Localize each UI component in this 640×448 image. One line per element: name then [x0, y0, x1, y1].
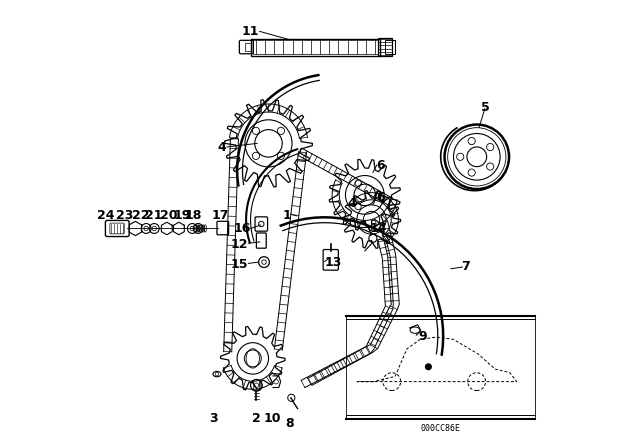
Text: 7: 7 [461, 260, 470, 273]
Text: 17: 17 [212, 208, 229, 222]
Circle shape [426, 364, 431, 370]
Text: 8: 8 [285, 417, 294, 430]
Text: 12: 12 [231, 237, 248, 251]
Text: 9: 9 [419, 329, 427, 343]
Text: 4: 4 [217, 141, 226, 155]
Text: 22: 22 [132, 208, 150, 222]
Text: 10: 10 [263, 412, 281, 426]
Text: 16: 16 [233, 222, 250, 235]
Text: 14: 14 [369, 222, 387, 235]
Text: 1: 1 [282, 208, 291, 222]
Text: 5: 5 [481, 101, 490, 114]
Text: 23: 23 [116, 208, 134, 222]
Text: 18: 18 [185, 208, 202, 222]
Text: 13: 13 [324, 255, 342, 269]
Text: 11: 11 [242, 25, 260, 38]
Text: 15: 15 [231, 258, 248, 271]
Text: 21: 21 [145, 208, 163, 222]
Text: 3: 3 [209, 412, 218, 426]
Text: 4: 4 [347, 197, 356, 211]
Text: 20: 20 [160, 208, 178, 222]
Text: 2: 2 [252, 412, 260, 426]
Text: 19: 19 [174, 208, 191, 222]
Text: 000CC86E: 000CC86E [420, 424, 461, 433]
Text: 6: 6 [376, 159, 385, 172]
Text: 24: 24 [97, 208, 115, 222]
Text: 6: 6 [376, 190, 385, 204]
